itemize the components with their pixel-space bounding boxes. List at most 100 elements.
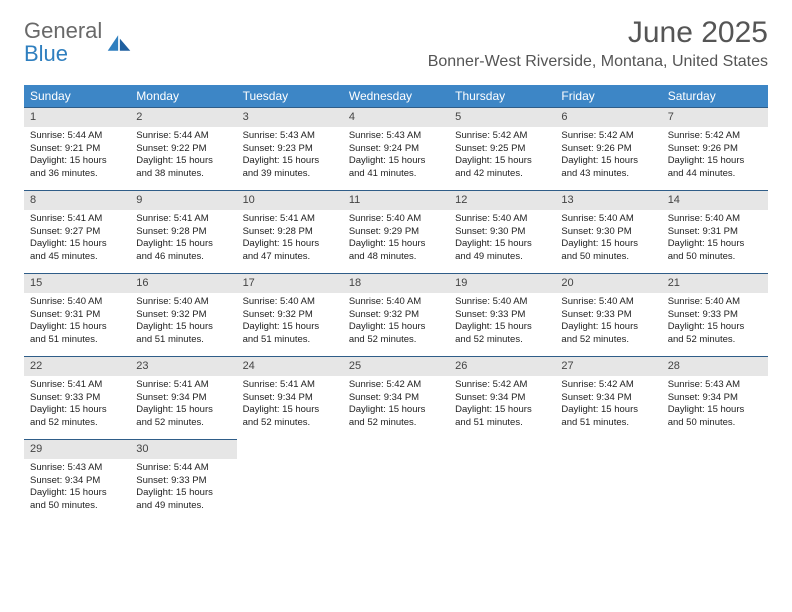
daylight-line-2: and 52 minutes. — [455, 334, 549, 347]
day-cell — [343, 440, 449, 523]
day-number: 16 — [130, 274, 236, 293]
daylight-line-2: and 52 minutes. — [668, 334, 762, 347]
sunset-line: Sunset: 9:32 PM — [243, 309, 337, 322]
sunset-line: Sunset: 9:34 PM — [30, 475, 124, 488]
daylight-line-2: and 51 minutes. — [243, 334, 337, 347]
day-details: Sunrise: 5:40 AMSunset: 9:31 PMDaylight:… — [24, 293, 130, 351]
day-number: 17 — [237, 274, 343, 293]
day-details: Sunrise: 5:43 AMSunset: 9:34 PMDaylight:… — [24, 459, 130, 517]
day-number: 15 — [24, 274, 130, 293]
sunset-line: Sunset: 9:34 PM — [561, 392, 655, 405]
sunrise-line: Sunrise: 5:41 AM — [30, 379, 124, 392]
day-cell — [237, 440, 343, 523]
sunset-line: Sunset: 9:23 PM — [243, 143, 337, 156]
day-number: 9 — [130, 191, 236, 210]
daylight-line-2: and 44 minutes. — [668, 168, 762, 181]
sunrise-line: Sunrise: 5:44 AM — [136, 130, 230, 143]
day-details: Sunrise: 5:44 AMSunset: 9:22 PMDaylight:… — [130, 127, 236, 185]
day-cell: 21Sunrise: 5:40 AMSunset: 9:33 PMDayligh… — [662, 274, 768, 357]
day-number: 11 — [343, 191, 449, 210]
sunrise-line: Sunrise: 5:42 AM — [455, 130, 549, 143]
sunrise-line: Sunrise: 5:41 AM — [30, 213, 124, 226]
day-cell: 12Sunrise: 5:40 AMSunset: 9:30 PMDayligh… — [449, 191, 555, 274]
daylight-line-1: Daylight: 15 hours — [30, 321, 124, 334]
day-number: 20 — [555, 274, 661, 293]
sunset-line: Sunset: 9:28 PM — [243, 226, 337, 239]
day-number: 4 — [343, 108, 449, 127]
day-details: Sunrise: 5:44 AMSunset: 9:21 PMDaylight:… — [24, 127, 130, 185]
day-cell: 30Sunrise: 5:44 AMSunset: 9:33 PMDayligh… — [130, 440, 236, 523]
day-details: Sunrise: 5:41 AMSunset: 9:28 PMDaylight:… — [237, 210, 343, 268]
day-number: 25 — [343, 357, 449, 376]
daylight-line-1: Daylight: 15 hours — [30, 238, 124, 251]
sunrise-line: Sunrise: 5:40 AM — [349, 296, 443, 309]
sunset-line: Sunset: 9:31 PM — [668, 226, 762, 239]
sunset-line: Sunset: 9:33 PM — [668, 309, 762, 322]
sunrise-line: Sunrise: 5:40 AM — [561, 213, 655, 226]
daylight-line-2: and 50 minutes. — [668, 251, 762, 264]
sunrise-line: Sunrise: 5:43 AM — [243, 130, 337, 143]
day-details: Sunrise: 5:42 AMSunset: 9:26 PMDaylight:… — [555, 127, 661, 185]
sunset-line: Sunset: 9:34 PM — [455, 392, 549, 405]
day-details: Sunrise: 5:42 AMSunset: 9:34 PMDaylight:… — [343, 376, 449, 434]
day-cell: 8Sunrise: 5:41 AMSunset: 9:27 PMDaylight… — [24, 191, 130, 274]
sunrise-line: Sunrise: 5:41 AM — [243, 213, 337, 226]
daylight-line-1: Daylight: 15 hours — [243, 404, 337, 417]
day-cell: 9Sunrise: 5:41 AMSunset: 9:28 PMDaylight… — [130, 191, 236, 274]
day-cell: 10Sunrise: 5:41 AMSunset: 9:28 PMDayligh… — [237, 191, 343, 274]
col-sunday: Sunday — [24, 85, 130, 108]
day-details: Sunrise: 5:40 AMSunset: 9:33 PMDaylight:… — [449, 293, 555, 351]
daylight-line-1: Daylight: 15 hours — [30, 487, 124, 500]
sunrise-line: Sunrise: 5:40 AM — [243, 296, 337, 309]
day-cell: 15Sunrise: 5:40 AMSunset: 9:31 PMDayligh… — [24, 274, 130, 357]
day-number: 12 — [449, 191, 555, 210]
daylight-line-1: Daylight: 15 hours — [668, 321, 762, 334]
logo: General Blue — [24, 20, 132, 66]
day-details: Sunrise: 5:43 AMSunset: 9:23 PMDaylight:… — [237, 127, 343, 185]
daylight-line-2: and 49 minutes. — [136, 500, 230, 513]
daylight-line-1: Daylight: 15 hours — [455, 321, 549, 334]
day-cell — [555, 440, 661, 523]
day-cell: 26Sunrise: 5:42 AMSunset: 9:34 PMDayligh… — [449, 357, 555, 440]
day-details: Sunrise: 5:40 AMSunset: 9:29 PMDaylight:… — [343, 210, 449, 268]
daylight-line-2: and 51 minutes. — [136, 334, 230, 347]
day-number: 1 — [24, 108, 130, 127]
daylight-line-2: and 52 minutes. — [30, 417, 124, 430]
daylight-line-1: Daylight: 15 hours — [561, 238, 655, 251]
day-cell: 13 Sunrise: 5:40 AMSunset: 9:30 PMDayligh… — [555, 191, 661, 274]
week-row: 15Sunrise: 5:40 AMSunset: 9:31 PMDayligh… — [24, 274, 768, 357]
daylight-line-2: and 36 minutes. — [30, 168, 124, 181]
day-details: Sunrise: 5:41 AMSunset: 9:34 PMDaylight:… — [237, 376, 343, 434]
day-details: Sunrise: 5:40 AMSunset: 9:30 PMDaylight:… — [449, 210, 555, 268]
col-wednesday: Wednesday — [343, 85, 449, 108]
sunrise-line: Sunrise: 5:41 AM — [136, 379, 230, 392]
sunrise-line: Sunrise: 5:40 AM — [561, 296, 655, 309]
daylight-line-2: and 47 minutes. — [243, 251, 337, 264]
daylight-line-1: Daylight: 15 hours — [136, 155, 230, 168]
sunrise-line: Sunrise: 5:43 AM — [668, 379, 762, 392]
sunset-line: Sunset: 9:33 PM — [136, 475, 230, 488]
logo-word2: Blue — [24, 41, 68, 66]
sunset-line: Sunset: 9:31 PM — [30, 309, 124, 322]
day-details: Sunrise: 5:44 AMSunset: 9:33 PMDaylight:… — [130, 459, 236, 517]
day-cell: 11Sunrise: 5:40 AMSunset: 9:29 PMDayligh… — [343, 191, 449, 274]
sunset-line: Sunset: 9:34 PM — [668, 392, 762, 405]
day-number: 27 — [555, 357, 661, 376]
sunset-line: Sunset: 9:30 PM — [561, 226, 655, 239]
col-friday: Friday — [555, 85, 661, 108]
day-cell — [662, 440, 768, 523]
day-cell: 17Sunrise: 5:40 AMSunset: 9:32 PMDayligh… — [237, 274, 343, 357]
col-tuesday: Tuesday — [237, 85, 343, 108]
sunrise-line: Sunrise: 5:40 AM — [668, 213, 762, 226]
sunset-line: Sunset: 9:30 PM — [455, 226, 549, 239]
daylight-line-1: Daylight: 15 hours — [668, 238, 762, 251]
sunrise-line: Sunrise: 5:42 AM — [668, 130, 762, 143]
logo-word1: General — [24, 18, 102, 43]
day-cell — [449, 440, 555, 523]
day-number: 13 — [555, 191, 661, 210]
sunrise-line: Sunrise: 5:40 AM — [30, 296, 124, 309]
day-details: Sunrise: 5:41 AMSunset: 9:28 PMDaylight:… — [130, 210, 236, 268]
day-details: Sunrise: 5:42 AMSunset: 9:25 PMDaylight:… — [449, 127, 555, 185]
sunset-line: Sunset: 9:21 PM — [30, 143, 124, 156]
sunset-line: Sunset: 9:25 PM — [455, 143, 549, 156]
